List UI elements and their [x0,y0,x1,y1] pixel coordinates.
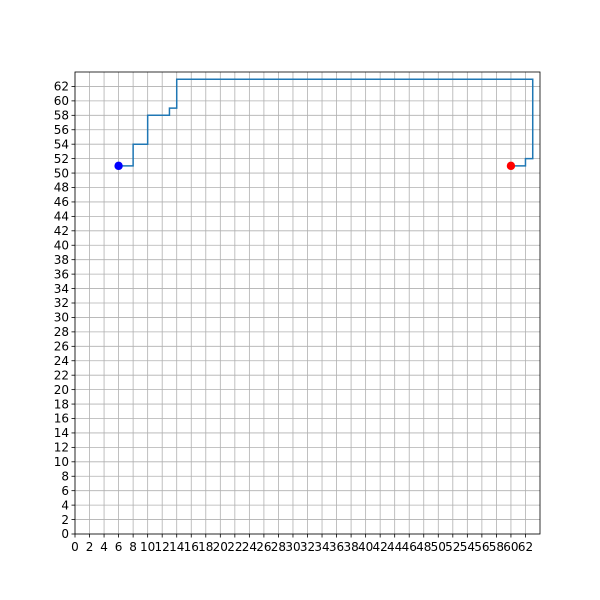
y-tick-label: 52 [54,152,69,166]
y-tick-label: 14 [54,426,69,440]
x-tick-label: 6 [115,540,123,554]
x-tick-label: 50 [431,540,446,554]
y-tick-label: 18 [54,397,69,411]
y-tick-label: 44 [54,210,69,224]
y-tick-label: 12 [54,441,69,455]
x-tick-label: 14 [169,540,184,554]
ticks: 0 2 4 6 8 10 12 14 16 18 20 22 24 26 28 30 32 34 36 38 40 42 4… [54,80,533,554]
y-tick-label: 46 [54,195,69,209]
x-tick-label: 46 [402,540,417,554]
x-tick-label: 36 [329,540,344,554]
goal-marker [506,161,516,171]
x-tick-label: 4 [100,540,108,554]
y-tick-label: 16 [54,412,69,426]
x-tick-label: 10 [140,540,155,554]
y-tick-label: 50 [54,166,69,180]
path-line [118,78,534,167]
y-tick-label: 56 [54,123,69,137]
y-tick-label: 4 [61,498,69,512]
y-tick-label: 8 [61,469,69,483]
x-tick-label: 20 [213,540,228,554]
grid [74,72,540,535]
y-tick-label: 0 [61,527,69,541]
x-tick-label: 30 [285,540,300,554]
y-tick-label: 40 [54,238,69,252]
x-tick-label: 28 [271,540,286,554]
x-tick-label: 32 [300,540,315,554]
x-tick-label: 2 [86,540,94,554]
x-tick-label: 16 [184,540,199,554]
y-tick-label: 42 [54,224,69,238]
x-tick-label: 12 [155,540,170,554]
x-tick-label: 34 [314,540,329,554]
x-tick-label: 0 [71,540,79,554]
y-tick-label: 48 [54,181,69,195]
x-tick-label: 60 [503,540,518,554]
y-tick-label: 58 [54,109,69,123]
x-tick-label: 62 [518,540,533,554]
y-tick-label: 62 [54,80,69,94]
y-tick-label: 24 [54,354,69,368]
x-tick-label: 58 [489,540,504,554]
y-tick-label: 22 [54,368,69,382]
path-series [118,78,534,167]
y-tick-label: 2 [61,513,69,527]
y-tick-label: 54 [54,137,69,151]
x-tick-label: 38 [343,540,358,554]
x-tick-label: 48 [416,540,431,554]
y-tick-label: 10 [54,455,69,469]
x-tick-label: 22 [227,540,242,554]
y-tick-label: 36 [54,267,69,281]
y-tick-label: 28 [54,325,69,339]
x-tick-label: 8 [129,540,137,554]
y-tick-label: 32 [54,296,69,310]
x-tick-label: 26 [256,540,271,554]
x-tick-label: 44 [387,540,402,554]
y-tick-label: 20 [54,383,69,397]
x-tick-label: 42 [373,540,388,554]
y-tick-label: 38 [54,253,69,267]
y-tick-label: 60 [54,94,69,108]
start-marker [114,161,123,171]
y-tick-label: 26 [54,340,69,354]
markers [114,161,516,171]
y-tick-label: 6 [61,484,69,498]
x-tick-label: 24 [242,540,257,554]
x-tick-label: 56 [474,540,489,554]
y-tick-label: 34 [54,282,69,296]
x-tick-label: 52 [445,540,460,554]
y-tick-label: 30 [54,311,69,325]
x-tick-label: 54 [460,540,475,554]
x-tick-label: 40 [358,540,373,554]
x-tick-label: 18 [198,540,213,554]
